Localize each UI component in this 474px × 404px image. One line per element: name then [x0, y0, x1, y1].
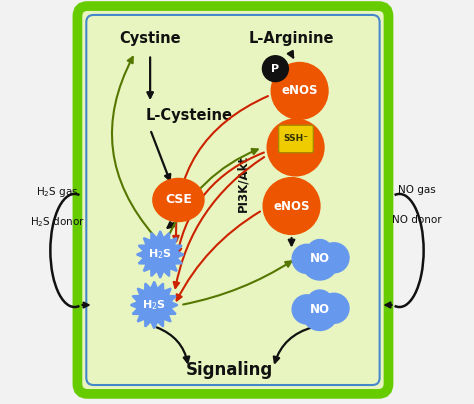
Circle shape	[306, 289, 333, 316]
Text: eNOS: eNOS	[282, 84, 318, 97]
Text: NO gas: NO gas	[398, 185, 436, 195]
Polygon shape	[137, 231, 183, 278]
Circle shape	[319, 242, 350, 274]
Circle shape	[292, 294, 322, 325]
Polygon shape	[131, 282, 178, 328]
Text: CSE: CSE	[165, 194, 192, 206]
Circle shape	[306, 239, 333, 266]
Circle shape	[266, 118, 325, 177]
Text: H$_2$S donor: H$_2$S donor	[30, 215, 85, 229]
Circle shape	[292, 244, 322, 274]
Circle shape	[301, 244, 338, 281]
Text: H$_2$S: H$_2$S	[148, 248, 172, 261]
Circle shape	[271, 62, 328, 120]
Text: SSH⁻: SSH⁻	[283, 135, 309, 143]
Text: P: P	[271, 64, 280, 74]
Text: NO: NO	[310, 252, 330, 265]
Circle shape	[263, 177, 320, 235]
FancyBboxPatch shape	[279, 125, 313, 153]
Circle shape	[319, 292, 350, 324]
Circle shape	[263, 56, 288, 82]
Text: Cystine: Cystine	[119, 31, 181, 46]
Text: eNOS: eNOS	[277, 141, 314, 154]
Text: eNOS: eNOS	[273, 200, 310, 213]
Text: L-Arginine: L-Arginine	[249, 31, 334, 46]
Text: PI3K/Akt: PI3K/Akt	[237, 155, 249, 213]
Circle shape	[301, 294, 338, 331]
FancyBboxPatch shape	[77, 6, 389, 394]
Text: Signaling: Signaling	[185, 361, 273, 379]
Text: H$_2$S: H$_2$S	[142, 298, 166, 312]
Text: NO donor: NO donor	[392, 215, 442, 225]
Text: L-Cysteine: L-Cysteine	[146, 107, 233, 123]
Ellipse shape	[152, 178, 205, 222]
Text: NO: NO	[310, 303, 330, 316]
Text: H$_2$S gas: H$_2$S gas	[36, 185, 79, 199]
